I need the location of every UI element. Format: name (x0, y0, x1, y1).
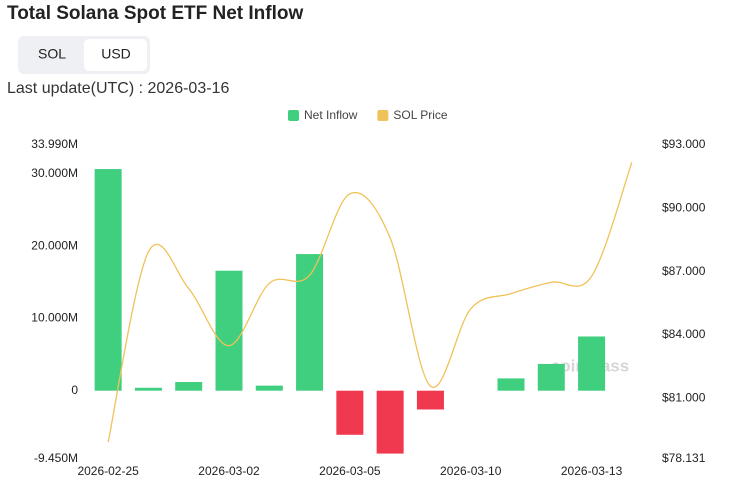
legend-label: SOL Price (393, 108, 448, 122)
bar (255, 385, 283, 391)
last-update: Last update(UTC) : 2026-03-16 (7, 80, 229, 97)
toggle-selected-bg (84, 39, 147, 71)
bar (215, 270, 243, 391)
toggle-option[interactable]: USD (101, 46, 131, 62)
y-tick-label: 30.000M (31, 166, 78, 180)
legend-swatch (288, 110, 299, 121)
y2-tick-label: $93.000 (662, 137, 706, 151)
bar (497, 378, 525, 391)
y-tick-label: 0 (71, 383, 78, 397)
y2-tick-label: $84.000 (662, 327, 706, 341)
bar (94, 169, 122, 391)
bar (336, 390, 364, 435)
y2-tick-label: $81.000 (662, 391, 706, 405)
bar (578, 336, 606, 391)
y2-tick-label: $90.000 (662, 201, 706, 215)
x-tick-label: 2026-03-05 (319, 464, 381, 478)
y2-tick-label: $87.000 (662, 264, 706, 278)
y2-tick-label: $78.131 (662, 451, 706, 465)
x-tick-label: 2026-03-13 (561, 464, 623, 478)
toggle-option[interactable]: SOL (38, 46, 66, 62)
x-tick-label: 2026-03-02 (198, 464, 260, 478)
legend-label: Net Inflow (304, 108, 358, 122)
chart-title: Total Solana Spot ETF Net Inflow (7, 3, 303, 24)
bar (134, 387, 162, 391)
bar (175, 382, 203, 391)
bar (416, 390, 444, 410)
bar (376, 390, 404, 454)
y-tick-label: 20.000M (31, 238, 78, 252)
y-tick-label: 10.000M (31, 311, 78, 325)
x-tick-label: 2026-02-25 (77, 464, 139, 478)
legend-swatch (377, 110, 389, 121)
x-tick-label: 2026-03-10 (440, 464, 502, 478)
bar (537, 363, 565, 391)
price-line (107, 162, 633, 443)
y-tick-label: -9.450M (34, 451, 78, 465)
bar (296, 254, 324, 391)
y-tick-label: 33.990M (31, 137, 78, 151)
